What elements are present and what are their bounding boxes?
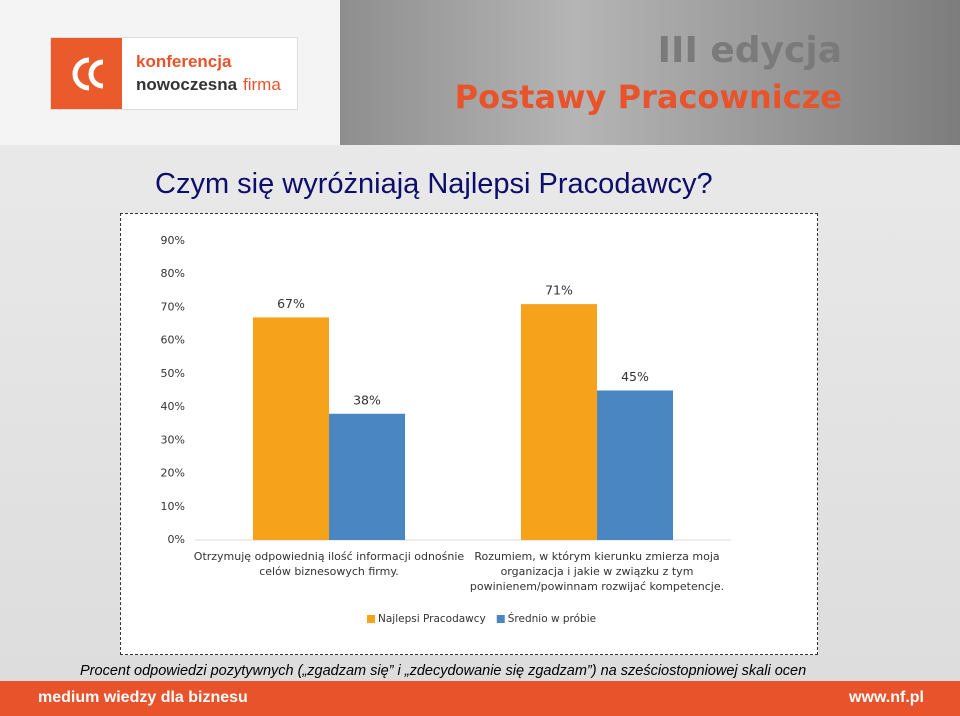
footer: medium wiedzy dla biznesu www.nf.pl: [0, 681, 960, 716]
bar: [521, 304, 597, 540]
value-label: 38%: [353, 392, 381, 407]
y-tick-label: 50%: [161, 367, 185, 380]
header: konferencja nowoczesna firma III edycja …: [0, 0, 960, 145]
x-tick-label: Rozumiem, w którym kierunku zmierza moja…: [469, 550, 725, 593]
value-label: 71%: [545, 283, 573, 298]
bar: [329, 413, 405, 540]
y-tick-label: 20%: [161, 467, 185, 480]
tagline: medium wiedzy dla biznesu: [38, 689, 248, 706]
chart-box: 0% 10% 20% 30% 40% 50% 60% 70% 80% 90% 67% 38% 71% 45…: [120, 213, 818, 655]
y-tick-label: 80%: [161, 267, 185, 280]
y-tick-label: 60%: [161, 334, 185, 347]
logo-arc: [88, 59, 104, 89]
x-tick-label: Otrzymuję odpowiednią ilość informacji o…: [193, 550, 465, 578]
logo-text: nowoczesna: [136, 75, 238, 94]
bar: [253, 317, 329, 540]
legend-label: Najlepsi Pracodawcy: [378, 613, 486, 625]
y-tick-label: 40%: [161, 400, 185, 413]
logo: konferencja nowoczesna firma: [50, 37, 298, 110]
url: www.nf.pl: [849, 689, 924, 706]
slide-title: Czym się wyróżniają Najlepsi Pracodawcy?: [155, 168, 713, 200]
y-tick-label: 10%: [161, 500, 185, 513]
logo-arc: [72, 57, 90, 91]
logo-text: firma: [243, 75, 281, 94]
y-tick-label: 30%: [161, 433, 185, 446]
edition: III edycja: [657, 30, 842, 71]
value-label: 67%: [277, 296, 305, 311]
legend-swatch: [496, 615, 505, 623]
event-name: Postawy Pracownicze: [454, 78, 842, 116]
footnote: Procent odpowiedzi pozytywnych („zgadzam…: [80, 663, 807, 679]
logo-text: konferencja: [136, 52, 232, 71]
value-label: 45%: [621, 369, 649, 384]
logo-mark: [72, 57, 104, 91]
y-tick-label: 70%: [161, 300, 185, 313]
chart: 0% 10% 20% 30% 40% 50% 60% 70% 80% 90% 67% 38% 71% 45…: [161, 234, 731, 625]
legend-label: Średnio w próbie: [508, 612, 596, 625]
logo-icon: [51, 38, 122, 109]
y-tick-label: 0%: [168, 533, 185, 546]
y-tick-label: 90%: [161, 234, 185, 247]
bar: [597, 390, 673, 540]
legend-swatch: [367, 615, 375, 623]
